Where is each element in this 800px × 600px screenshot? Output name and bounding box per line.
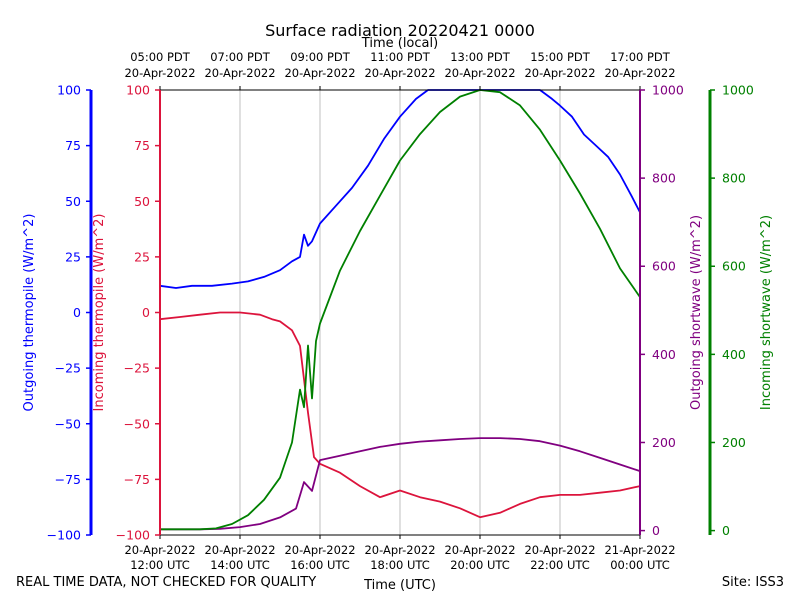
top-tick-label: 07:00 PDT: [210, 50, 271, 64]
series-line-outgoing-shortwave: [160, 437, 641, 531]
incoming-thermopile-tick-label: 100: [126, 83, 150, 98]
outgoing-shortwave-tick-label: 400: [652, 347, 676, 362]
outgoing-thermopile-tick-label: −25: [55, 361, 81, 376]
incoming-thermopile-tick-label: 0: [142, 305, 150, 320]
incoming-shortwave-tick-label: 600: [722, 259, 746, 274]
quality-disclaimer: REAL TIME DATA, NOT CHECKED FOR QUALITY: [16, 575, 317, 590]
outgoing-thermopile-tick-label: 75: [65, 138, 81, 153]
outgoing-thermopile-tick-label: −100: [47, 528, 81, 543]
incoming-thermopile-tick-label: −75: [124, 472, 150, 487]
outgoing-thermopile-tick-label: 100: [57, 83, 81, 98]
bottom-tick-label: 20-Apr-2022: [204, 543, 275, 557]
outgoing-shortwave-tick-label: 1000: [652, 83, 684, 98]
incoming-shortwave-tick-label: 800: [722, 171, 746, 186]
outgoing-shortwave-tick-label: 600: [652, 259, 676, 274]
outgoing-thermopile-tick-label: 50: [65, 194, 81, 209]
outgoing-shortwave-tick-label: 800: [652, 171, 676, 186]
bottom-tick-label: 16:00 UTC: [290, 558, 350, 572]
top-tick-label: 13:00 PDT: [450, 50, 511, 64]
top-tick-label: 09:00 PDT: [290, 50, 351, 64]
incoming-shortwave-tick-label: 200: [722, 435, 746, 450]
top-tick-label: 20-Apr-2022: [124, 66, 195, 80]
bottom-axis-label: Time (UTC): [363, 578, 436, 593]
series-line-incoming-thermopile: [159, 311, 641, 519]
bottom-tick-label: 14:00 UTC: [210, 558, 270, 572]
top-tick-label: 15:00 PDT: [530, 50, 591, 64]
bottom-tick-label: 20-Apr-2022: [284, 543, 355, 557]
bottom-tick-label: 20-Apr-2022: [364, 543, 435, 557]
outgoing-shortwave-tick-label: 0: [652, 523, 660, 538]
top-tick-label: 20-Apr-2022: [524, 66, 595, 80]
outgoing-thermopile-tick-label: −50: [55, 416, 81, 431]
top-tick-label: 20-Apr-2022: [604, 66, 675, 80]
bottom-tick-label: 20:00 UTC: [450, 558, 510, 572]
bottom-tick-label: 18:00 UTC: [370, 558, 430, 572]
top-tick-label: 17:00 PDT: [610, 50, 671, 64]
bottom-tick-label: 00:00 UTC: [610, 558, 670, 572]
incoming-shortwave-axis-label: Incoming shortwave (W/m^2): [759, 215, 774, 410]
incoming-shortwave-tick-label: 1000: [722, 83, 754, 98]
bottom-tick-label: 22:00 UTC: [530, 558, 590, 572]
top-axis-label: Time (local): [361, 36, 438, 51]
bottom-tick-label: 20-Apr-2022: [524, 543, 595, 557]
bottom-tick-label: 20-Apr-2022: [444, 543, 515, 557]
incoming-thermopile-tick-label: −100: [116, 528, 150, 543]
incoming-thermopile-tick-label: 50: [134, 194, 150, 209]
series-line-outgoing-thermopile: [159, 89, 641, 289]
incoming-thermopile-tick-label: −25: [124, 361, 150, 376]
bottom-tick-label: 12:00 UTC: [130, 558, 190, 572]
outgoing-thermopile-tick-label: 0: [73, 305, 81, 320]
outgoing-shortwave-tick-label: 200: [652, 435, 676, 450]
top-tick-label: 20-Apr-2022: [444, 66, 515, 80]
incoming-thermopile-tick-label: 25: [134, 249, 150, 264]
incoming-thermopile-tick-label: −50: [124, 416, 150, 431]
incoming-shortwave-tick-label: 0: [722, 523, 730, 538]
chart-title: Surface radiation 20220421 0000: [265, 21, 535, 40]
bottom-tick-label: 20-Apr-2022: [124, 543, 195, 557]
top-tick-label: 20-Apr-2022: [204, 66, 275, 80]
incoming-shortwave-tick-label: 400: [722, 347, 746, 362]
incoming-thermopile-axis-label: Incoming thermopile (W/m^2): [92, 214, 107, 412]
outgoing-thermopile-tick-label: −75: [55, 472, 81, 487]
top-tick-label: 11:00 PDT: [370, 50, 431, 64]
incoming-thermopile-tick-label: 75: [134, 138, 150, 153]
outgoing-thermopile-axis-label: Outgoing thermopile (W/m^2): [22, 214, 37, 412]
outgoing-thermopile-tick-label: 25: [65, 249, 81, 264]
series-line-incoming-shortwave: [160, 89, 641, 531]
top-tick-label: 20-Apr-2022: [364, 66, 435, 80]
outgoing-shortwave-axis-label: Outgoing shortwave (W/m^2): [689, 215, 704, 410]
top-tick-label: 05:00 PDT: [130, 50, 191, 64]
bottom-tick-label: 21-Apr-2022: [604, 543, 675, 557]
site-label: Site: ISS3: [721, 575, 784, 590]
top-tick-label: 20-Apr-2022: [284, 66, 355, 80]
